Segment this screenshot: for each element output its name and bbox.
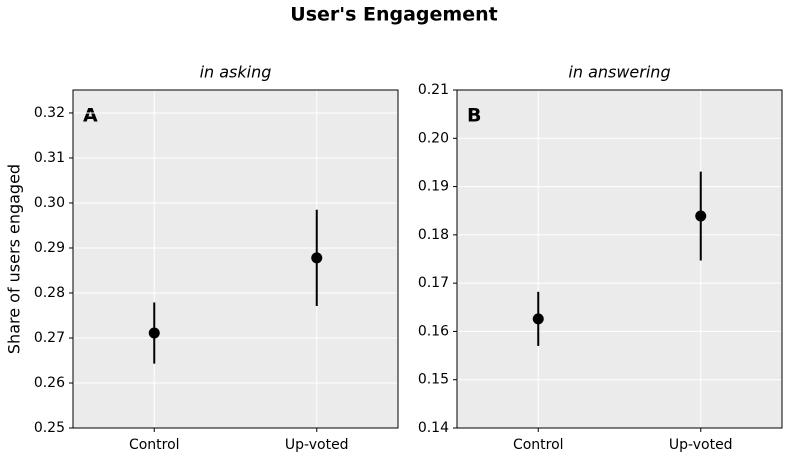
y-tick-label: 0.31 (34, 150, 65, 166)
y-tick-label: 0.14 (418, 420, 449, 436)
y-tick-label: 0.19 (418, 179, 449, 195)
y-tick-label: 0.15 (418, 372, 449, 388)
y-tick-label: 0.18 (418, 227, 449, 243)
y-tick-label: 0.16 (418, 323, 449, 339)
figure-title: User's Engagement (290, 4, 497, 26)
y-tick-label: 0.17 (418, 275, 449, 291)
subplot-title: in answering (568, 63, 670, 82)
y-tick-label: 0.29 (34, 240, 65, 256)
plot-background (73, 90, 398, 428)
point (695, 210, 707, 222)
y-tick-label: 0.32 (34, 105, 65, 121)
x-tick-label: Control (129, 437, 180, 453)
plot-background (457, 90, 782, 428)
subplot-title: in asking (200, 63, 272, 82)
point (311, 252, 323, 264)
y-tick-label: 0.27 (34, 330, 65, 346)
y-tick-label: 0.28 (34, 285, 65, 301)
point (532, 313, 544, 325)
x-tick-label: Control (513, 437, 564, 453)
y-tick-label: 0.25 (34, 420, 65, 436)
panel-label: B (467, 105, 481, 127)
panel-label: A (83, 105, 98, 127)
y-tick-label: 0.26 (34, 375, 65, 391)
y-tick-label: 0.20 (418, 130, 449, 146)
y-tick-label: 0.30 (34, 195, 65, 211)
plot-frame (72, 89, 399, 429)
x-tick-label: Up-voted (285, 437, 349, 453)
y-axis-label: Share of users engaged (5, 164, 24, 354)
point (148, 327, 160, 339)
x-tick-label: Up-voted (669, 437, 733, 453)
plot-frame (456, 89, 783, 429)
y-tick-label: 0.21 (418, 82, 449, 98)
